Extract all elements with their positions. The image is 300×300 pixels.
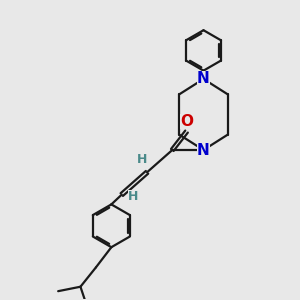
Text: H: H xyxy=(128,190,139,202)
Text: H: H xyxy=(136,153,147,166)
Text: O: O xyxy=(180,114,193,129)
Text: N: N xyxy=(197,142,210,158)
Text: N: N xyxy=(197,71,210,86)
